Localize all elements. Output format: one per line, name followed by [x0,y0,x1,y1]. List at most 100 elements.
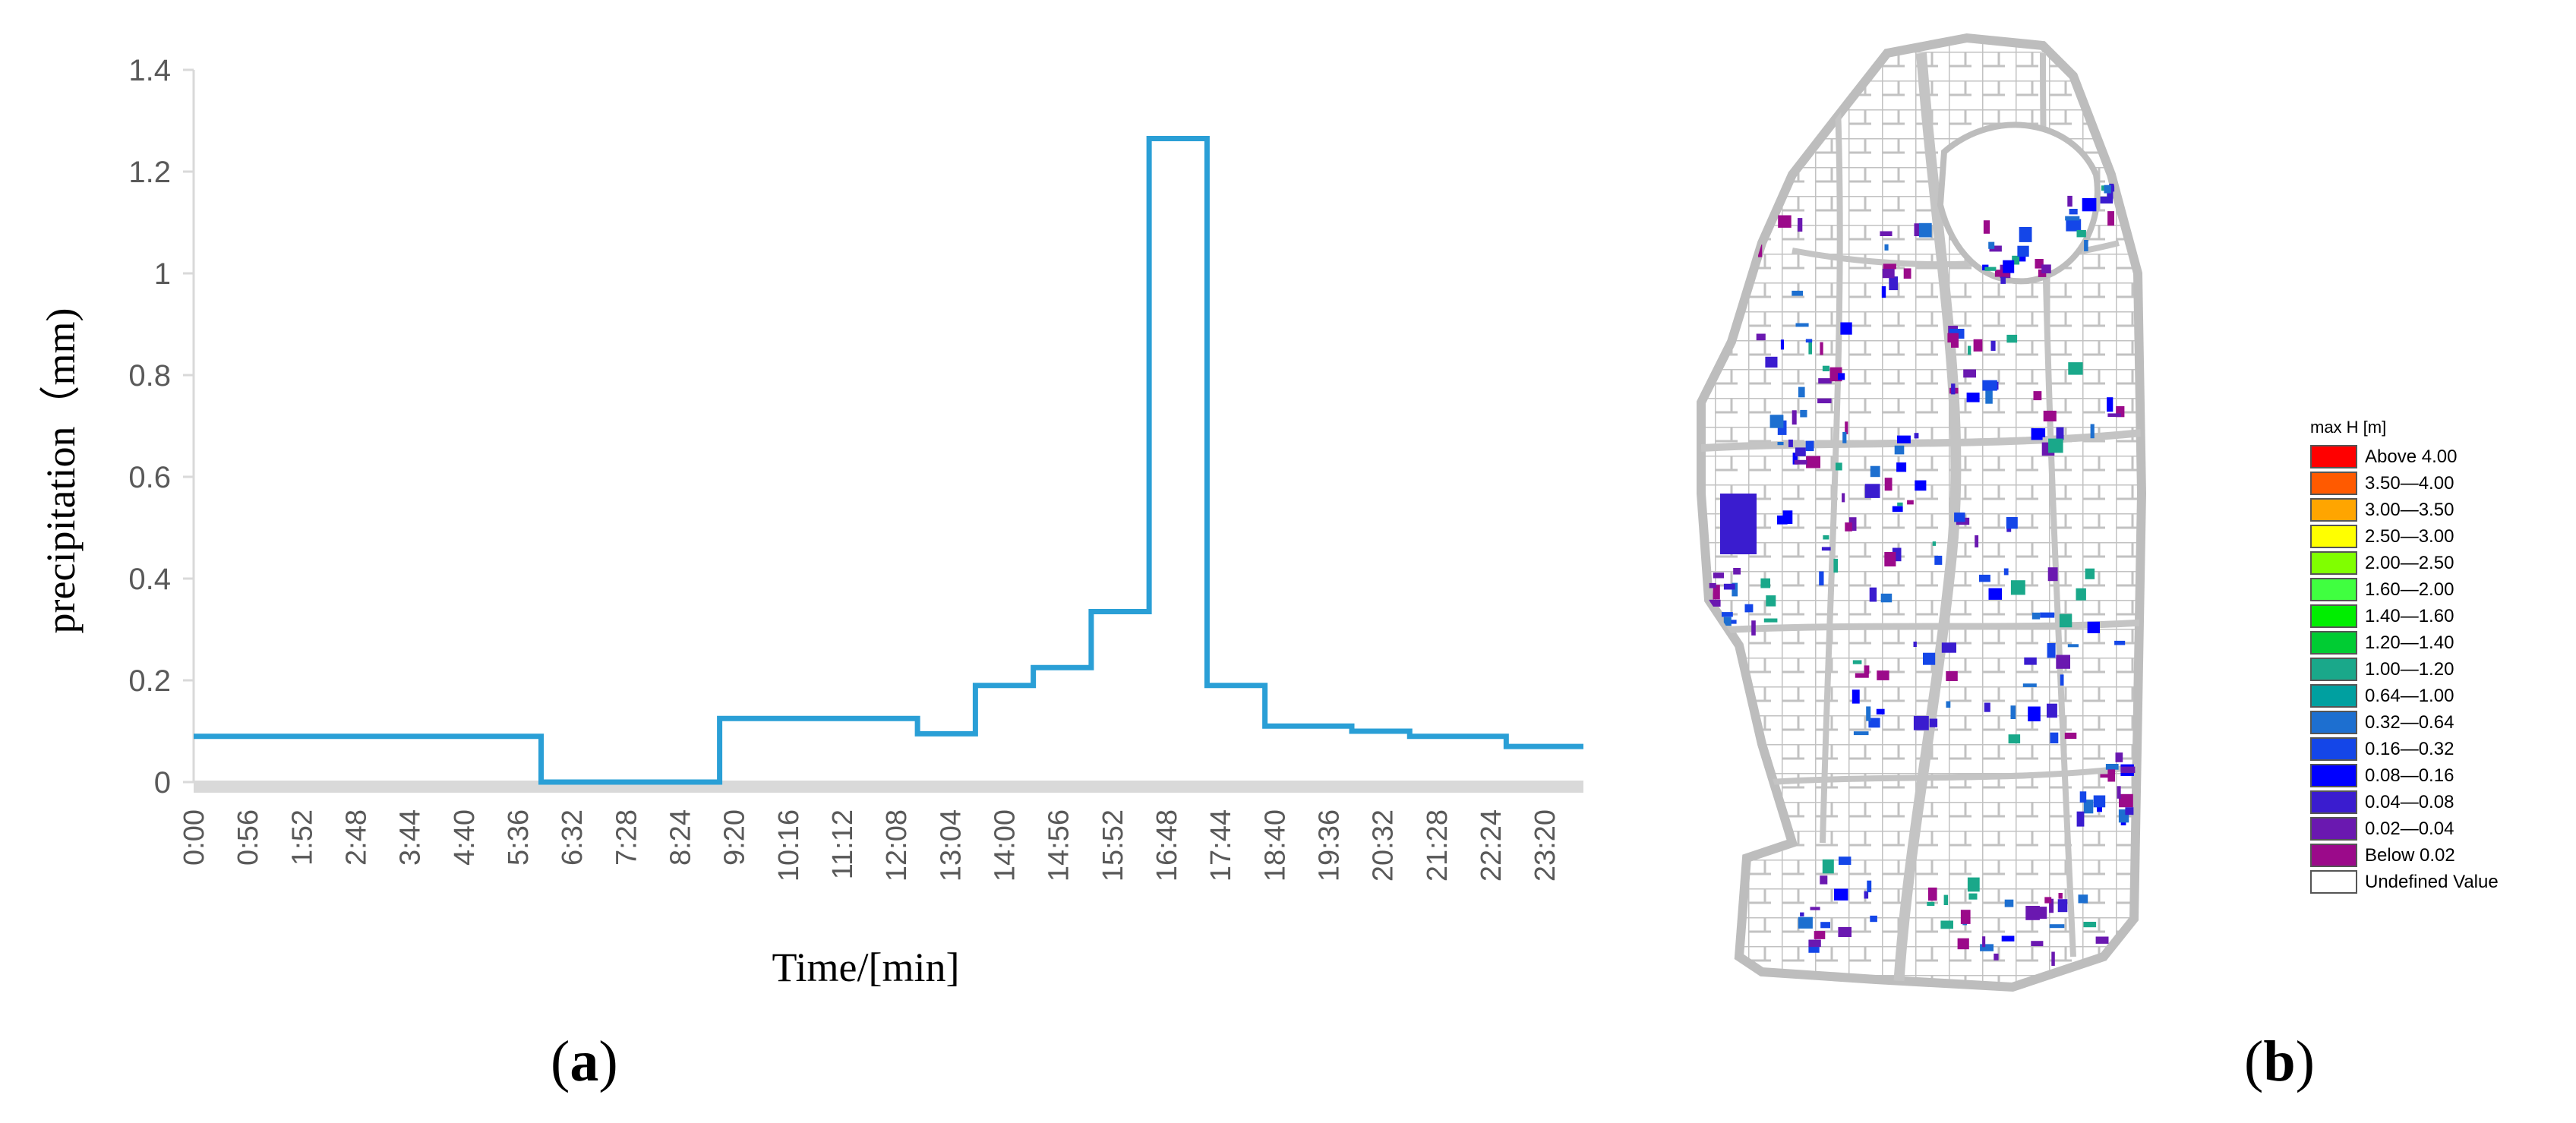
flood-patch [1744,604,1754,613]
flood-patch [1927,887,1937,901]
flood-patch [2064,732,2077,740]
flood-patch [1709,582,1716,588]
flood-patch [1795,447,1806,456]
flood-patch [1817,398,1832,404]
flood-patch [1897,435,1911,443]
flood-patch [1896,462,1907,472]
flood-patch [1864,665,1870,674]
flood-patch [1881,286,1886,298]
flood-patch [2100,774,2111,778]
x-tick-label: 5:36 [503,809,535,866]
flood-patch [2107,397,2114,412]
flood-patch [1989,245,2002,252]
x-tick-label: 6:32 [557,809,589,866]
legend-item: Undefined Value [2310,869,2499,895]
flood-patch [1760,578,1770,588]
flood-patch [1751,620,1756,636]
x-tick-label: 13:04 [935,809,967,882]
x-tick-label: 12:08 [881,809,913,882]
flood-patch [1820,922,1830,929]
legend-item: 3.00—3.50 [2310,497,2499,523]
legend-swatch [2310,658,2357,681]
flood-patch [2049,898,2054,913]
legend-item: 1.60—2.00 [2310,576,2499,603]
flood-patch [1769,415,1784,428]
flood-patch [1892,506,1903,513]
flood-patch [1765,356,1778,368]
legend-label: Undefined Value [2365,871,2499,892]
flood-patch [1951,333,1959,348]
flood-patch [1798,218,1803,232]
flood-patch [1884,244,1889,251]
flood-patch [1821,547,1831,551]
flood-patch [1868,718,1880,728]
flood-patch [1876,708,1885,714]
y-tick-label: 1 [154,257,171,291]
flood-patch [1985,389,1993,404]
y-tick-label: 0.4 [128,563,171,596]
flood-patch [1984,702,1990,712]
flood-patch [2105,764,2119,770]
flood-patch [2010,705,2016,719]
y-tick-label: 0.2 [128,664,171,698]
legend-label: 1.40—1.60 [2365,605,2454,626]
legend-item: 0.32—0.64 [2310,709,2499,736]
flood-patch [1778,215,1792,228]
flood-patch [2022,683,2037,687]
flood-patch [1975,535,1979,547]
flood-patch [1758,244,1763,257]
flood-patch [2100,197,2114,203]
flood-patch [2041,264,2051,273]
flood-patch [2083,800,2094,814]
flood-patch [2082,197,2097,212]
open-area [1937,121,2101,285]
panel-label-a: (a) [551,1030,618,1093]
flood-patch [1820,875,1828,885]
flood-patch [2033,391,2042,401]
flood-patch [1840,322,1852,335]
flood-patch [2051,951,2055,967]
legend-label: 3.50—4.00 [2365,472,2454,494]
flood-patch [2025,906,2040,920]
precipitation-chart: 0 0.2 0.4 0.6 0.8 1 1.2 1.4 0:00 0:56 1:52 2:48 3:4… [38,54,1583,987]
flood-patch [2083,922,2097,928]
flood-patch [1882,269,1895,279]
flood-patch [1880,231,1893,236]
flood-patch [2116,405,2125,418]
flood-patch-large [1720,494,1757,554]
flood-patch [1963,369,1976,378]
legend-label: 0.02—0.04 [2365,818,2454,839]
flood-patch [1934,555,1943,565]
flood-patch [1737,229,1746,239]
flood-patch [1957,938,1969,950]
x-tick-label: 11:12 [827,809,859,879]
flood-patch [1932,541,1937,546]
flood-patch [1777,515,1788,525]
legend-item: Above 4.00 [2310,443,2499,470]
flood-patch [1795,323,1809,327]
x-tick-label: 9:20 [719,809,751,866]
flood-patch [1834,888,1848,901]
legend-item: 1.40—1.60 [2310,603,2499,629]
flood-patch [1838,373,1845,380]
flood-patch [2104,185,2111,194]
flood-patch [1866,706,1871,721]
flood-patch [2024,657,2037,665]
flood-patch [2097,807,2102,812]
flood-patch [1988,588,2003,600]
flood-patch [1756,333,1766,341]
flood-patch [2067,195,2072,207]
flood-patch [1864,891,1869,899]
flood-patch [1814,931,1826,939]
flood-patch [1798,386,1805,398]
flood-patch [1883,263,1896,270]
legend-swatch [2310,764,2357,787]
flood-patch [1763,618,1778,623]
flood-patch [2004,899,2014,907]
flood-patch [2117,786,2121,799]
flood-patch [1792,410,1797,425]
flood-depth-map [1697,33,2147,992]
flood-patch [1731,620,1737,624]
flood-patch [2095,936,2109,944]
flood-patch [1833,558,1839,573]
